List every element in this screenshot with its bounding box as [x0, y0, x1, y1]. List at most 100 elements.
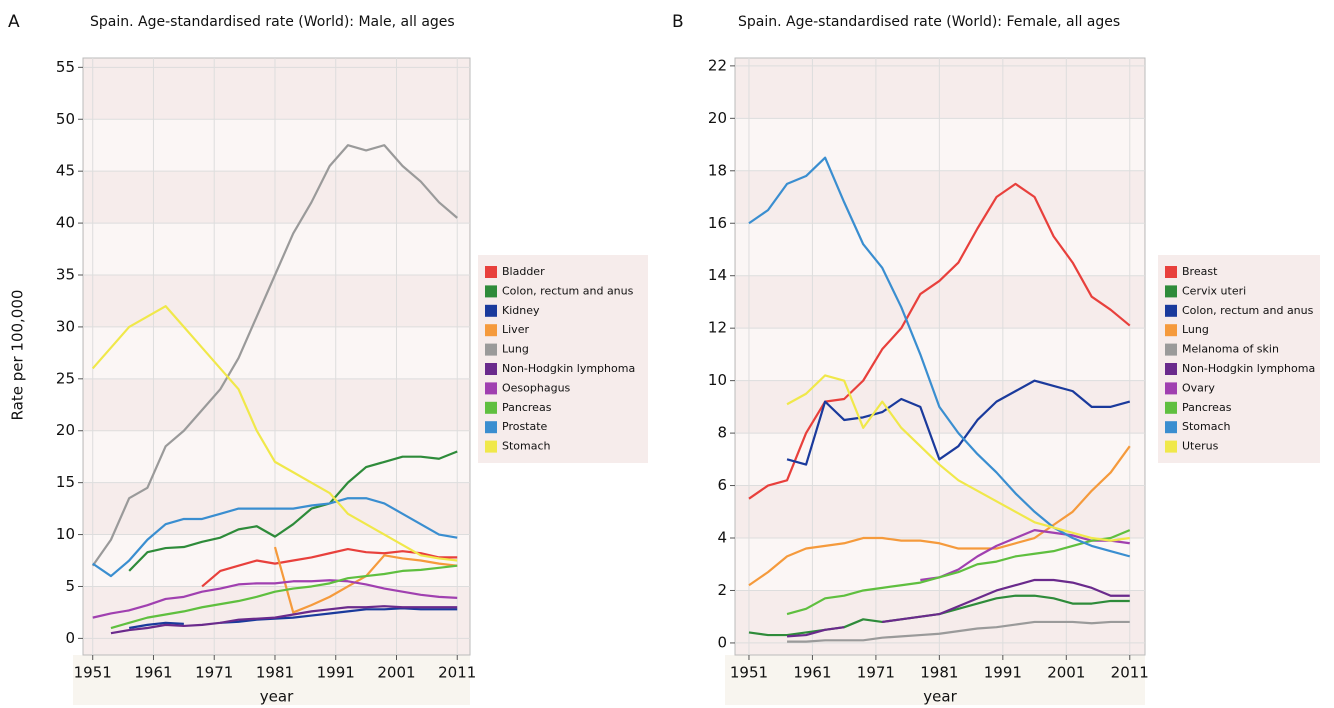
x-tick-label: 1991 — [984, 664, 1022, 682]
y-tick-label: 30 — [56, 317, 75, 335]
y-axis-label: Rate per 100,000 — [9, 290, 27, 421]
legend-label: Oesophagus — [502, 381, 571, 394]
legend-swatch — [485, 304, 497, 317]
legend-swatch — [1165, 285, 1177, 298]
y-tick-label: 0 — [717, 633, 727, 651]
grid-band — [736, 328, 1144, 381]
legend-swatch — [1165, 440, 1177, 453]
legend-swatch — [1165, 324, 1177, 337]
legend-box — [1158, 255, 1320, 463]
series-line — [91, 144, 458, 567]
legend-swatch — [485, 401, 497, 414]
x-tick-label: 1981 — [256, 664, 294, 682]
grid-band — [736, 223, 1144, 276]
legend-label: Pancreas — [1182, 401, 1232, 414]
series-line — [748, 182, 1131, 500]
legend-swatch — [485, 324, 497, 337]
legend-label: Breast — [1182, 265, 1218, 278]
series-line — [748, 156, 1131, 558]
legend-swatch — [485, 382, 497, 395]
y-tick-label: 45 — [56, 162, 75, 180]
y-tick-label: 25 — [56, 369, 75, 387]
series-line — [110, 605, 458, 635]
y-tick-label: 10 — [56, 525, 75, 543]
y-tick-label: 4 — [717, 529, 727, 547]
y-tick-label: 14 — [708, 266, 727, 284]
legend-label: Bladder — [502, 265, 545, 278]
y-tick-label: 40 — [56, 214, 75, 232]
series-line — [786, 529, 1131, 616]
legend-label: Kidney — [502, 304, 540, 317]
y-tick-label: 35 — [56, 265, 75, 283]
chart-title: Spain. Age-standardised rate (World): Ma… — [90, 14, 455, 30]
y-tick-label: 16 — [708, 214, 727, 232]
series-line — [786, 374, 1130, 542]
legend-label: Liver — [502, 323, 529, 336]
legend-swatch — [1165, 363, 1177, 375]
legend-swatch — [1165, 401, 1177, 414]
x-tick-label: 2011 — [1111, 664, 1149, 682]
x-tick-label: 1991 — [317, 664, 355, 682]
legend-label: Stomach — [502, 440, 551, 453]
legend-label: Colon, rectum and anus — [502, 284, 634, 297]
y-tick-label: 8 — [717, 424, 727, 442]
x-axis-area — [73, 655, 470, 705]
x-axis-label: year — [923, 688, 957, 706]
legend-label: Uterus — [1182, 440, 1219, 453]
series-line — [786, 379, 1131, 466]
legend-swatch — [1165, 266, 1177, 278]
y-tick-label: 22 — [708, 56, 727, 74]
grid-band — [84, 223, 469, 275]
chart-title: Spain. Age-standardised rate (World): Fe… — [738, 14, 1120, 30]
legend-box — [478, 255, 648, 463]
legend-swatch — [1165, 382, 1177, 395]
x-tick-label: 2001 — [1047, 664, 1085, 682]
x-axis-label: year — [260, 688, 294, 706]
legend-swatch — [1165, 343, 1177, 356]
y-tick-label: 55 — [56, 58, 75, 76]
series-line — [91, 305, 458, 562]
legend-swatch — [1165, 421, 1177, 434]
grid-band — [84, 534, 469, 587]
y-tick-label: 50 — [56, 110, 75, 128]
legend-label: Melanoma of skin — [1182, 343, 1279, 356]
legend-label: Pancreas — [502, 401, 552, 414]
legend-swatch — [485, 285, 497, 298]
panel-label: B — [672, 12, 684, 32]
series-line — [786, 578, 1130, 638]
y-tick-label: 15 — [56, 473, 75, 491]
y-tick-label: 10 — [708, 371, 727, 389]
legend-label: Stomach — [1182, 420, 1231, 433]
legend-swatch — [485, 363, 497, 375]
grid-band — [736, 118, 1144, 171]
x-tick-label: 2011 — [438, 664, 476, 682]
series-line — [787, 620, 1130, 643]
legend-swatch — [485, 440, 497, 453]
x-tick-label: 1971 — [195, 664, 233, 682]
legend-label: Colon, rectum and anus — [1182, 304, 1314, 317]
legend-swatch — [485, 421, 497, 434]
grid-band — [84, 119, 469, 172]
legend-label: Lung — [1182, 323, 1209, 336]
legend-label: Ovary — [1182, 381, 1215, 394]
legend-label: Prostate — [502, 420, 548, 433]
x-tick-label: 1961 — [134, 664, 172, 682]
series-line — [110, 564, 458, 630]
series-line — [128, 450, 458, 572]
series-line — [748, 445, 1131, 587]
legend-swatch — [1165, 304, 1177, 317]
legend-swatch — [485, 266, 497, 278]
y-tick-label: 20 — [56, 421, 75, 439]
y-tick-label: 2 — [717, 581, 727, 599]
y-tick-label: 18 — [708, 161, 727, 179]
y-tick-label: 6 — [717, 476, 727, 494]
y-tick-label: 12 — [708, 319, 727, 337]
grid-band — [84, 326, 469, 379]
legend-label: Non-Hodgkin lymphoma — [502, 362, 635, 375]
x-axis-area — [725, 655, 1145, 705]
legend-label: Non-Hodgkin lymphoma — [1182, 362, 1315, 375]
x-tick-label: 2001 — [377, 664, 415, 682]
series-line — [92, 497, 458, 578]
legend-swatch — [485, 343, 497, 356]
